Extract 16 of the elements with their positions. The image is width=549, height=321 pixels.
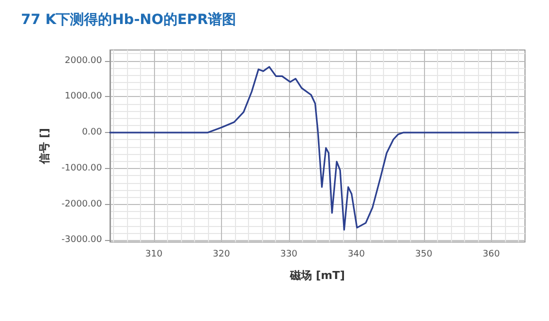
x-tick-label: 350 [415, 250, 433, 260]
y-tick-label: -2000.00 [62, 199, 102, 210]
x-tick-label: 310 [145, 250, 163, 260]
x-tick-label: 330 [280, 250, 298, 260]
y-axis-title: 信号 [] [38, 128, 51, 165]
y-tick-label: 0.00 [82, 128, 102, 138]
y-tick-label: -1000.00 [62, 163, 102, 174]
line-series [109, 66, 520, 231]
y-tick-label: 2000.00 [64, 56, 102, 66]
x-axis-title: 磁场 [mT] [289, 269, 345, 282]
x-tick-label: 340 [348, 250, 366, 260]
x-tick-label: 320 [212, 250, 230, 260]
y-tick-label: 1000.00 [64, 92, 102, 102]
y-tick-label: -3000.00 [62, 235, 102, 246]
x-tick-label: 360 [482, 250, 500, 260]
chart-title: 77 K下测得的Hb-NO的EPR谱图 [21, 11, 236, 28]
